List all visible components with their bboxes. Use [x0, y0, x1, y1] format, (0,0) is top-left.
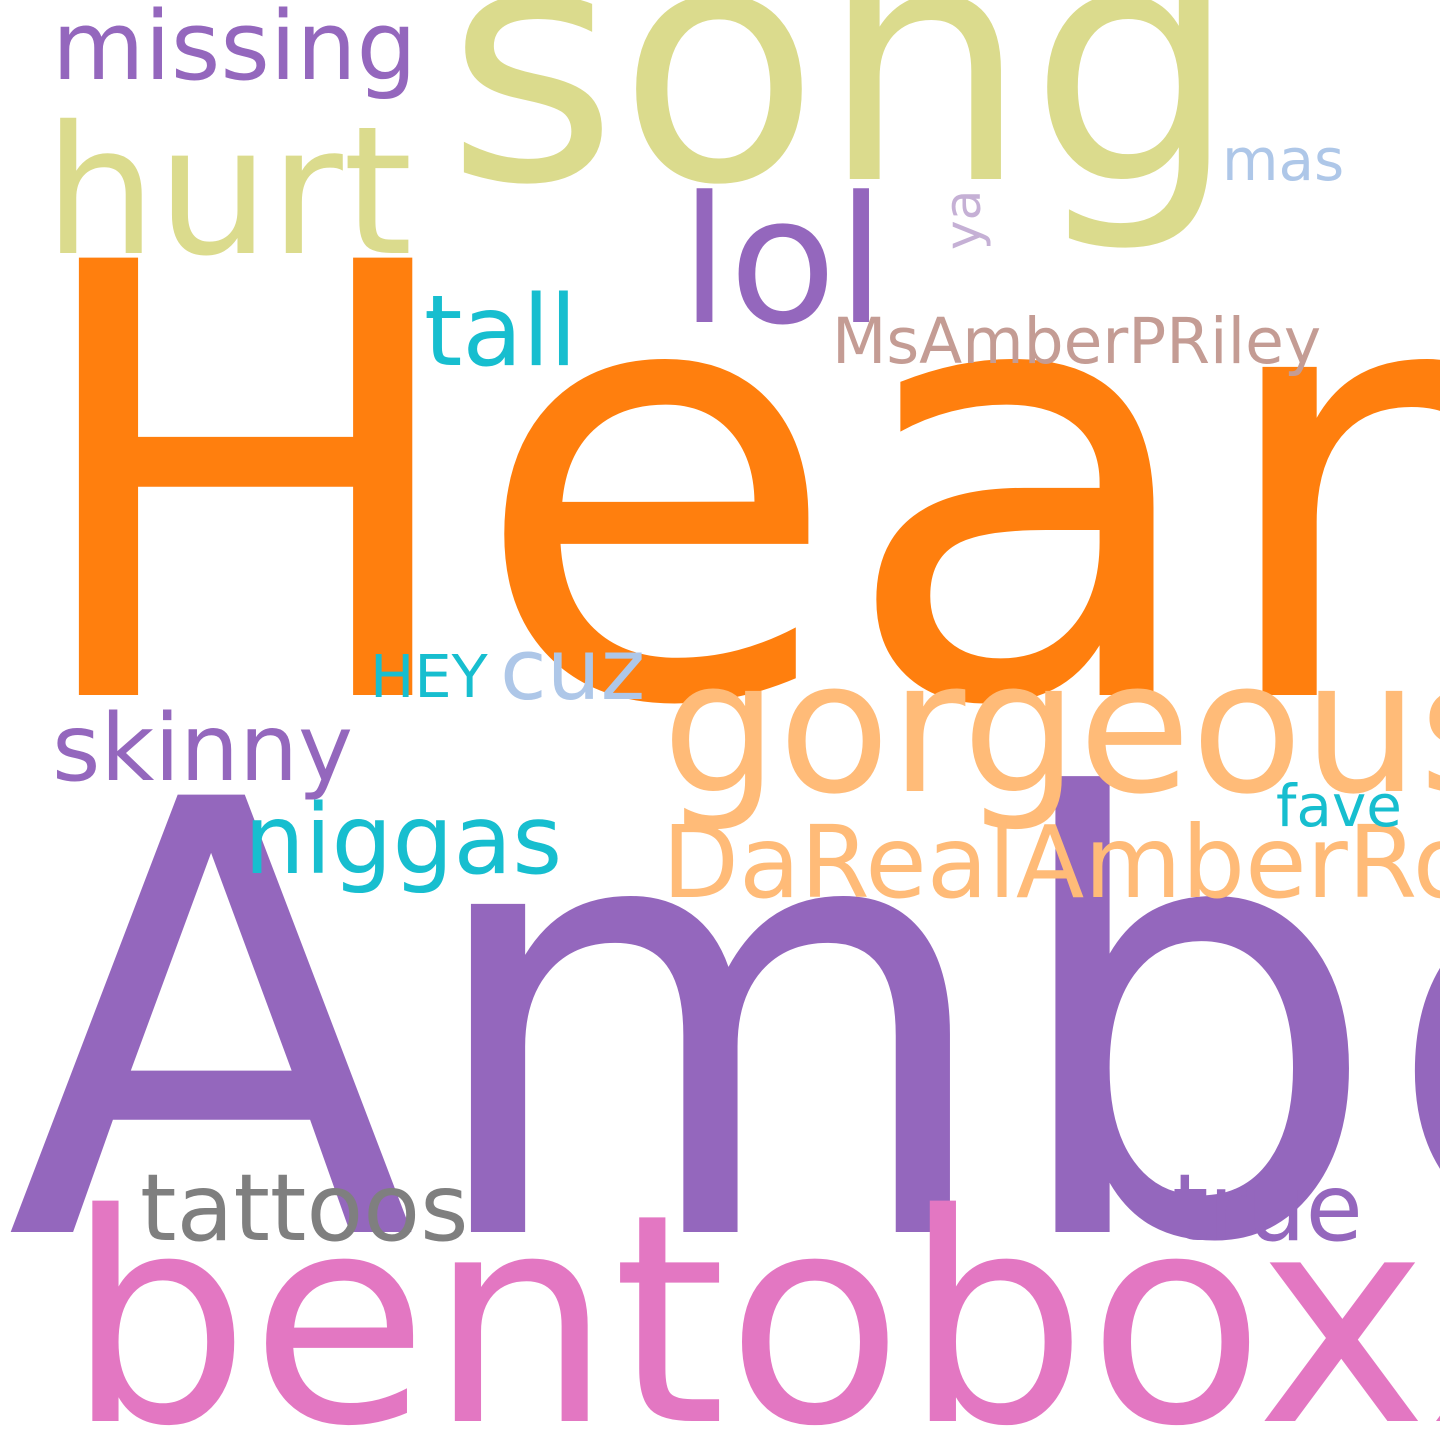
word-hey: HEY — [370, 642, 488, 711]
word-tall: tall — [424, 275, 577, 389]
word-lol: lol — [680, 159, 886, 364]
word-gorgeous: gorgeous — [662, 622, 1440, 835]
word-tattoos: tattoos — [140, 1154, 469, 1262]
word-heard: Heard — [20, 138, 1440, 837]
word-amber: Amber — [6, 675, 1440, 1374]
word-hurt: hurt — [44, 88, 413, 295]
word-missing: missing — [52, 0, 417, 102]
word-true: true — [1172, 1154, 1363, 1262]
word-skinny: skinny — [52, 694, 354, 802]
word-ya: ya — [934, 189, 992, 250]
word-darealamberrose: DaRealAmberRose — [662, 804, 1440, 921]
word-cuz: cuz — [500, 621, 646, 720]
word-song: song — [446, 0, 1239, 257]
word-mas: mas — [1222, 126, 1345, 194]
word-niggas: niggas — [244, 784, 563, 896]
word-fave: fave — [1276, 772, 1402, 840]
word-bentoboxx: bentoboxx — [66, 1153, 1440, 1440]
word-msamberpriley: MsAmberPRiley — [832, 305, 1322, 378]
